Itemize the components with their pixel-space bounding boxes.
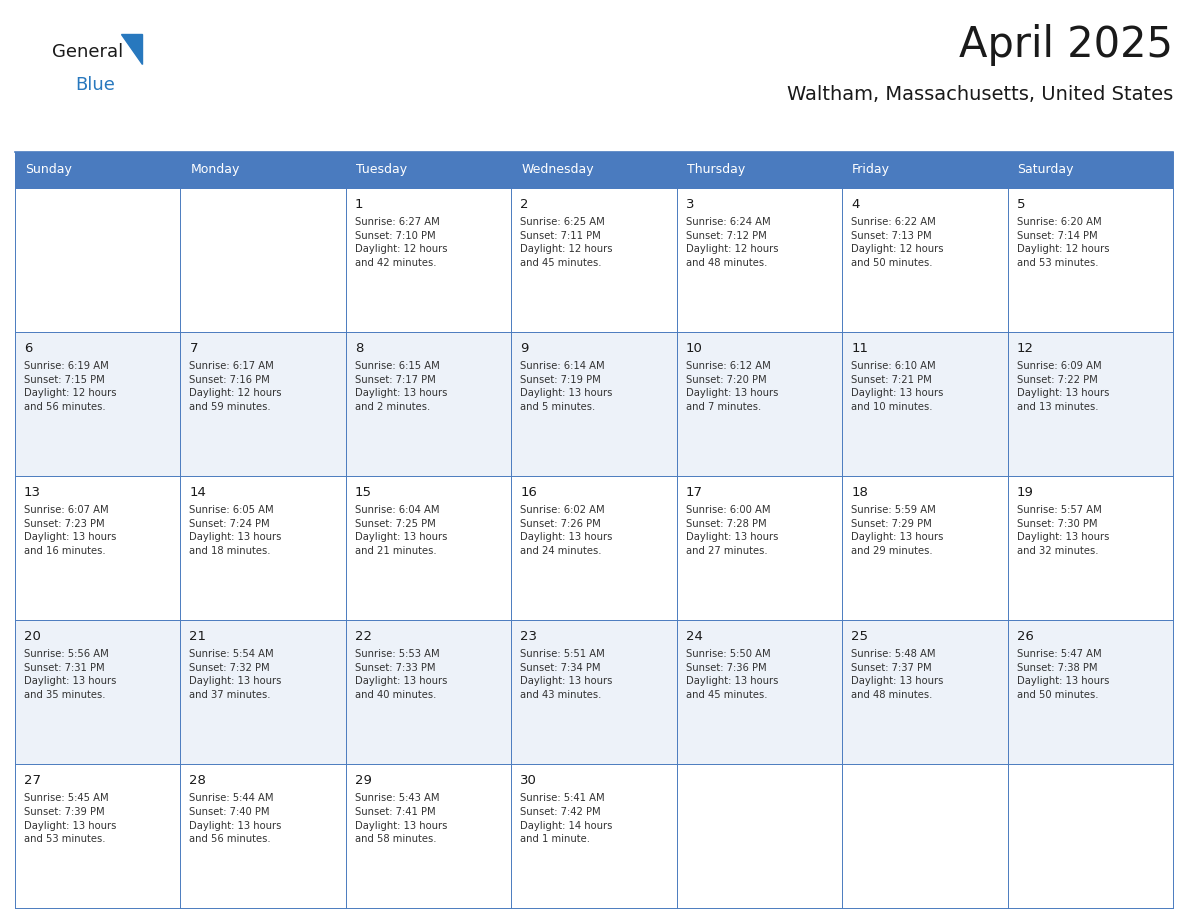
Text: Sunrise: 6:02 AM
Sunset: 7:26 PM
Daylight: 13 hours
and 24 minutes.: Sunrise: 6:02 AM Sunset: 7:26 PM Dayligh…	[520, 505, 613, 556]
Text: Saturday: Saturday	[1018, 163, 1074, 176]
Text: Sunrise: 5:43 AM
Sunset: 7:41 PM
Daylight: 13 hours
and 58 minutes.: Sunrise: 5:43 AM Sunset: 7:41 PM Dayligh…	[355, 793, 447, 845]
Text: Sunrise: 5:51 AM
Sunset: 7:34 PM
Daylight: 13 hours
and 43 minutes.: Sunrise: 5:51 AM Sunset: 7:34 PM Dayligh…	[520, 649, 613, 700]
Bar	[15, 476, 1173, 620]
Text: Sunday: Sunday	[25, 163, 72, 176]
Text: Wednesday: Wednesday	[522, 163, 594, 176]
Text: Blue: Blue	[76, 76, 115, 94]
Text: Thursday: Thursday	[687, 163, 745, 176]
Text: 25: 25	[851, 630, 868, 643]
Text: Sunrise: 6:07 AM
Sunset: 7:23 PM
Daylight: 13 hours
and 16 minutes.: Sunrise: 6:07 AM Sunset: 7:23 PM Dayligh…	[24, 505, 116, 556]
Text: Sunrise: 5:44 AM
Sunset: 7:40 PM
Daylight: 13 hours
and 56 minutes.: Sunrise: 5:44 AM Sunset: 7:40 PM Dayligh…	[189, 793, 282, 845]
Text: 4: 4	[851, 197, 859, 210]
Text: 28: 28	[189, 774, 207, 787]
Text: 16: 16	[520, 486, 537, 498]
Text: Friday: Friday	[852, 163, 890, 176]
Text: 24: 24	[685, 630, 702, 643]
Text: Sunrise: 5:59 AM
Sunset: 7:29 PM
Daylight: 13 hours
and 29 minutes.: Sunrise: 5:59 AM Sunset: 7:29 PM Dayligh…	[851, 505, 943, 556]
Text: 29: 29	[355, 774, 372, 787]
Text: Sunrise: 6:22 AM
Sunset: 7:13 PM
Daylight: 12 hours
and 50 minutes.: Sunrise: 6:22 AM Sunset: 7:13 PM Dayligh…	[851, 217, 943, 268]
Text: 21: 21	[189, 630, 207, 643]
Text: Waltham, Massachusetts, United States: Waltham, Massachusetts, United States	[786, 85, 1173, 105]
Text: Tuesday: Tuesday	[356, 163, 407, 176]
Text: 20: 20	[24, 630, 40, 643]
Text: Sunrise: 6:05 AM
Sunset: 7:24 PM
Daylight: 13 hours
and 18 minutes.: Sunrise: 6:05 AM Sunset: 7:24 PM Dayligh…	[189, 505, 282, 556]
Text: Sunrise: 6:24 AM
Sunset: 7:12 PM
Daylight: 12 hours
and 48 minutes.: Sunrise: 6:24 AM Sunset: 7:12 PM Dayligh…	[685, 217, 778, 268]
Bar	[15, 620, 1173, 764]
Text: 2: 2	[520, 197, 529, 210]
Bar	[15, 331, 1173, 476]
Text: 19: 19	[1017, 486, 1034, 498]
Text: Sunrise: 5:45 AM
Sunset: 7:39 PM
Daylight: 13 hours
and 53 minutes.: Sunrise: 5:45 AM Sunset: 7:39 PM Dayligh…	[24, 793, 116, 845]
Text: Sunrise: 5:53 AM
Sunset: 7:33 PM
Daylight: 13 hours
and 40 minutes.: Sunrise: 5:53 AM Sunset: 7:33 PM Dayligh…	[355, 649, 447, 700]
Text: 7: 7	[189, 341, 198, 354]
Text: General: General	[52, 43, 124, 61]
Text: Sunrise: 6:12 AM
Sunset: 7:20 PM
Daylight: 13 hours
and 7 minutes.: Sunrise: 6:12 AM Sunset: 7:20 PM Dayligh…	[685, 361, 778, 412]
Text: 12: 12	[1017, 341, 1034, 354]
Text: Sunrise: 6:20 AM
Sunset: 7:14 PM
Daylight: 12 hours
and 53 minutes.: Sunrise: 6:20 AM Sunset: 7:14 PM Dayligh…	[1017, 217, 1110, 268]
Text: Sunrise: 5:57 AM
Sunset: 7:30 PM
Daylight: 13 hours
and 32 minutes.: Sunrise: 5:57 AM Sunset: 7:30 PM Dayligh…	[1017, 505, 1108, 556]
Text: Sunrise: 5:50 AM
Sunset: 7:36 PM
Daylight: 13 hours
and 45 minutes.: Sunrise: 5:50 AM Sunset: 7:36 PM Dayligh…	[685, 649, 778, 700]
Text: 15: 15	[355, 486, 372, 498]
Text: Sunrise: 6:10 AM
Sunset: 7:21 PM
Daylight: 13 hours
and 10 minutes.: Sunrise: 6:10 AM Sunset: 7:21 PM Dayligh…	[851, 361, 943, 412]
Text: 11: 11	[851, 341, 868, 354]
Text: 22: 22	[355, 630, 372, 643]
Text: Sunrise: 6:27 AM
Sunset: 7:10 PM
Daylight: 12 hours
and 42 minutes.: Sunrise: 6:27 AM Sunset: 7:10 PM Dayligh…	[355, 217, 448, 268]
Text: Sunrise: 6:25 AM
Sunset: 7:11 PM
Daylight: 12 hours
and 45 minutes.: Sunrise: 6:25 AM Sunset: 7:11 PM Dayligh…	[520, 217, 613, 268]
Text: April 2025: April 2025	[959, 24, 1173, 66]
Text: Sunrise: 6:17 AM
Sunset: 7:16 PM
Daylight: 12 hours
and 59 minutes.: Sunrise: 6:17 AM Sunset: 7:16 PM Dayligh…	[189, 361, 282, 412]
Text: Sunrise: 5:54 AM
Sunset: 7:32 PM
Daylight: 13 hours
and 37 minutes.: Sunrise: 5:54 AM Sunset: 7:32 PM Dayligh…	[189, 649, 282, 700]
Text: Monday: Monday	[190, 163, 240, 176]
Text: Sunrise: 6:19 AM
Sunset: 7:15 PM
Daylight: 12 hours
and 56 minutes.: Sunrise: 6:19 AM Sunset: 7:15 PM Dayligh…	[24, 361, 116, 412]
Polygon shape	[121, 35, 143, 64]
Text: Sunrise: 5:41 AM
Sunset: 7:42 PM
Daylight: 14 hours
and 1 minute.: Sunrise: 5:41 AM Sunset: 7:42 PM Dayligh…	[520, 793, 613, 845]
Text: 27: 27	[24, 774, 42, 787]
Text: 8: 8	[355, 341, 364, 354]
Text: 1: 1	[355, 197, 364, 210]
Bar	[15, 187, 1173, 331]
Text: Sunrise: 5:48 AM
Sunset: 7:37 PM
Daylight: 13 hours
and 48 minutes.: Sunrise: 5:48 AM Sunset: 7:37 PM Dayligh…	[851, 649, 943, 700]
Text: 13: 13	[24, 486, 42, 498]
Text: 17: 17	[685, 486, 703, 498]
Text: Sunrise: 5:47 AM
Sunset: 7:38 PM
Daylight: 13 hours
and 50 minutes.: Sunrise: 5:47 AM Sunset: 7:38 PM Dayligh…	[1017, 649, 1108, 700]
Text: Sunrise: 6:15 AM
Sunset: 7:17 PM
Daylight: 13 hours
and 2 minutes.: Sunrise: 6:15 AM Sunset: 7:17 PM Dayligh…	[355, 361, 447, 412]
Text: 26: 26	[1017, 630, 1034, 643]
Text: 3: 3	[685, 197, 694, 210]
Text: Sunrise: 6:04 AM
Sunset: 7:25 PM
Daylight: 13 hours
and 21 minutes.: Sunrise: 6:04 AM Sunset: 7:25 PM Dayligh…	[355, 505, 447, 556]
Text: 23: 23	[520, 630, 537, 643]
Text: 10: 10	[685, 341, 702, 354]
Text: 30: 30	[520, 774, 537, 787]
Text: Sunrise: 6:00 AM
Sunset: 7:28 PM
Daylight: 13 hours
and 27 minutes.: Sunrise: 6:00 AM Sunset: 7:28 PM Dayligh…	[685, 505, 778, 556]
Text: 9: 9	[520, 341, 529, 354]
Bar	[15, 152, 1173, 187]
Text: 14: 14	[189, 486, 207, 498]
Bar	[15, 764, 1173, 908]
Text: 5: 5	[1017, 197, 1025, 210]
Text: Sunrise: 5:56 AM
Sunset: 7:31 PM
Daylight: 13 hours
and 35 minutes.: Sunrise: 5:56 AM Sunset: 7:31 PM Dayligh…	[24, 649, 116, 700]
Text: Sunrise: 6:09 AM
Sunset: 7:22 PM
Daylight: 13 hours
and 13 minutes.: Sunrise: 6:09 AM Sunset: 7:22 PM Dayligh…	[1017, 361, 1108, 412]
Text: 6: 6	[24, 341, 32, 354]
Text: 18: 18	[851, 486, 868, 498]
Text: Sunrise: 6:14 AM
Sunset: 7:19 PM
Daylight: 13 hours
and 5 minutes.: Sunrise: 6:14 AM Sunset: 7:19 PM Dayligh…	[520, 361, 613, 412]
